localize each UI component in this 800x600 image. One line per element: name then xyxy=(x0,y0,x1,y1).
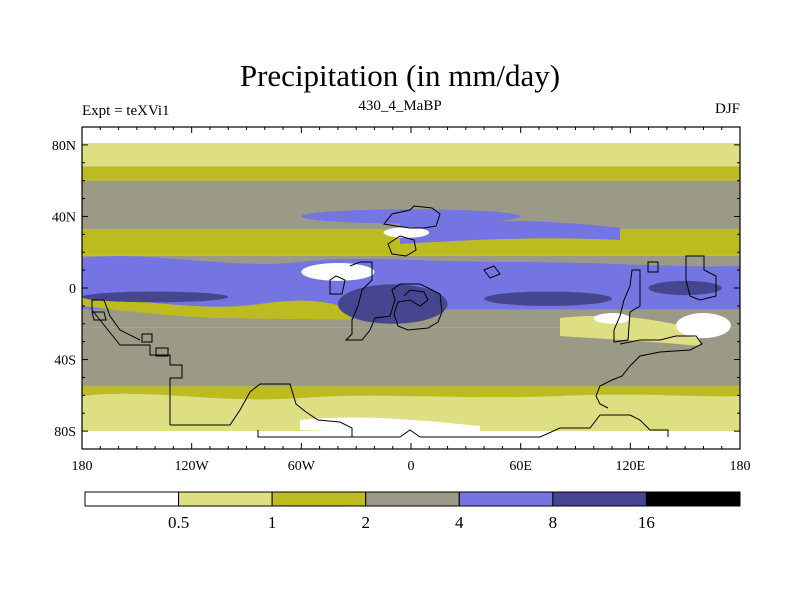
coastline-segment xyxy=(393,283,443,331)
coastline-segment xyxy=(647,261,659,273)
colorbar-swatch xyxy=(645,491,741,507)
colorbar-label: 16 xyxy=(638,513,655,532)
y-axis: 80N 40N 0 40S 80S xyxy=(52,139,740,440)
colorbar-label: 4 xyxy=(455,513,464,532)
coastline-segment xyxy=(483,265,501,279)
x-axis: 180 120W 60W 0 60E 120E 180 xyxy=(72,127,751,474)
wet-arc-n-midlat xyxy=(301,209,521,224)
x-tick-label: 60W xyxy=(288,459,316,474)
zonal-band-0 xyxy=(82,127,740,144)
coastline-segment xyxy=(91,299,183,425)
coastline-segment xyxy=(258,414,669,438)
x-tick-label: 60E xyxy=(509,459,532,474)
coastline-segment xyxy=(685,255,717,301)
x-tick-label: 180 xyxy=(730,459,751,474)
coastline-segment xyxy=(141,333,153,343)
y-tick-label: 40S xyxy=(54,354,76,369)
coastline-segment xyxy=(329,275,346,295)
colorbar-swatch xyxy=(271,491,367,507)
x-tick-label: 120W xyxy=(175,459,210,474)
colorbar-label: 8 xyxy=(549,513,558,532)
coastline-segment xyxy=(387,235,417,257)
colorbar: 0.5 1 2 4 8 16 xyxy=(84,491,741,532)
coastline-segment xyxy=(595,335,703,409)
s-tropical-strip xyxy=(82,296,350,320)
zonal-band-1 xyxy=(82,143,740,167)
precipitation-field xyxy=(82,127,740,449)
zonal-band-3 xyxy=(82,180,740,208)
n-asia-wet xyxy=(400,220,620,244)
y-tick-label: 80N xyxy=(52,139,76,154)
season-label: DJF xyxy=(714,101,740,117)
itcz-core-westpac xyxy=(648,280,722,296)
x-tick-label: 120E xyxy=(616,459,646,474)
coastline-segment xyxy=(170,383,353,438)
y-tick-label: 0 xyxy=(69,282,76,297)
age-label: 430_4_MaBP xyxy=(358,98,442,114)
coastline-segment xyxy=(155,347,169,357)
colorbar-label: 1 xyxy=(268,513,277,532)
itcz-core-pacific xyxy=(82,291,229,303)
colorbar-swatch xyxy=(178,491,273,507)
x-tick-label: 0 xyxy=(408,459,415,474)
tropical-wet-band xyxy=(82,256,740,303)
zonal-band-12 xyxy=(82,431,740,449)
dry-patch-atlantic-n xyxy=(301,262,375,281)
s-midlat-strip xyxy=(82,393,740,414)
itcz-core-indian xyxy=(484,291,613,306)
coastlines xyxy=(91,205,717,438)
colorbar-label: 2 xyxy=(361,513,370,532)
coastline-segment xyxy=(383,205,441,229)
chart-title: Precipitation (in mm/day) xyxy=(239,58,561,93)
y-tick-label: 80S xyxy=(54,425,76,440)
colorbar-swatch xyxy=(84,491,180,507)
coastline-segment xyxy=(91,311,107,321)
dry-patch-n-africa xyxy=(383,227,430,238)
colorbar-label: 0.5 xyxy=(168,513,189,532)
dry-patch-se-pacific xyxy=(676,313,731,339)
zonal-band-2 xyxy=(82,166,740,181)
x-tick-label: 180 xyxy=(72,459,93,474)
itcz-core-atlantic xyxy=(337,284,448,324)
colorbar-swatch xyxy=(458,491,554,507)
colorbar-swatch xyxy=(365,491,460,507)
y-tick-label: 40N xyxy=(52,210,76,225)
coastline-segment xyxy=(344,261,401,341)
coastline-segment xyxy=(613,269,641,343)
dry-patch-indian-s xyxy=(593,313,631,324)
n-pacific-strip xyxy=(120,230,300,254)
colorbar-swatch xyxy=(552,491,647,507)
s-polar-dry xyxy=(300,417,480,434)
experiment-label: Expt = teXVi1 xyxy=(82,103,170,119)
